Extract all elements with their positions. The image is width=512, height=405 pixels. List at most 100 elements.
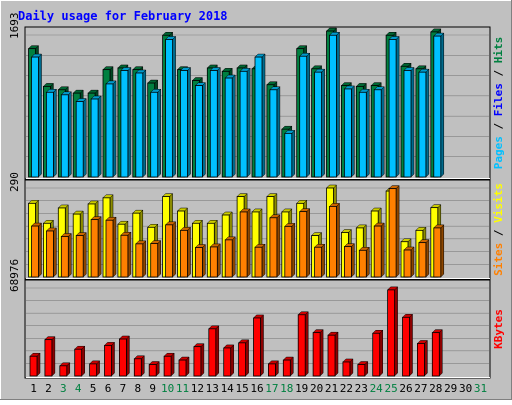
day-label-20: 20 (310, 382, 323, 395)
bar-sites-day-12 (194, 243, 207, 278)
bar-kbytes-day-13 (208, 325, 220, 377)
bar-sites-day-14 (224, 236, 236, 278)
bar-side (68, 232, 72, 278)
bar-side (51, 336, 56, 377)
bar-kbytes-day-10 (163, 352, 175, 377)
day-label-27: 27 (414, 382, 427, 395)
bar-files-day-18 (284, 129, 296, 178)
bar-side (440, 32, 445, 178)
bar-side (395, 185, 400, 278)
bar-files-day-8 (135, 69, 147, 178)
bar-front (299, 55, 308, 178)
bar-side (157, 239, 161, 278)
day-label-25: 25 (384, 382, 397, 395)
bar-files-day-5 (90, 95, 102, 178)
bar-side (334, 331, 339, 377)
panel-kbytes: 68976 KBytes (8, 259, 505, 379)
bar-side (112, 216, 117, 278)
bar-front (75, 101, 84, 178)
day-label-1: 1 (30, 382, 37, 395)
bar-front (431, 332, 440, 377)
bar-sites-day-2 (45, 227, 58, 278)
bar-kbytes-day-27 (416, 339, 429, 377)
bar-files-day-4 (75, 97, 87, 178)
bar-kbytes-day-17 (267, 360, 280, 377)
bar-front (312, 332, 321, 377)
bar-kbytes-day-16 (252, 314, 265, 377)
bar-files-day-28 (433, 32, 445, 178)
day-label-7: 7 (120, 382, 127, 395)
bar-front (358, 249, 367, 278)
bar-kbytes-day-8 (133, 355, 145, 377)
bar-front (387, 289, 396, 377)
bar-front (29, 355, 38, 377)
bar-front (388, 39, 397, 178)
bar-front (133, 358, 142, 377)
axis-label-part: Visits (492, 183, 505, 223)
bar-kbytes-day-7 (118, 335, 131, 377)
panels-layer: 1693 Pages / Files / Hits 290 Sites / Visit… (8, 13, 505, 379)
day-label-8: 8 (134, 382, 141, 395)
bar-side (276, 86, 281, 178)
bar-side (351, 243, 355, 278)
bar-front (135, 243, 144, 278)
day-label-10: 10 (161, 382, 174, 395)
bar-kbytes-day-1 (29, 352, 41, 377)
bar-files-day-6 (105, 80, 117, 178)
bar-side (187, 66, 191, 178)
bar-front (120, 234, 129, 278)
bar-side (142, 240, 147, 278)
bar-kbytes-day-5 (88, 360, 101, 377)
bar-front (402, 316, 410, 377)
bar-side (261, 53, 266, 178)
day-labels: 1 2 3 4 5 6 7 8 9 10 11 12 13 14 15 16 17 18 19 20 21 22 23 24 2… (30, 382, 487, 395)
bar-front (209, 70, 218, 178)
bar-files-day-26 (403, 66, 415, 178)
bar-front (59, 365, 68, 377)
bar-front (269, 217, 278, 278)
bar-front (90, 98, 99, 178)
bar-side (246, 208, 251, 278)
bar-side (336, 202, 340, 278)
bar-sites-day-19 (299, 208, 311, 278)
day-label-22: 22 (340, 382, 353, 395)
bar-front (418, 71, 427, 178)
bar-front (150, 243, 159, 278)
bar-side (202, 243, 206, 278)
bar-files-day-23 (358, 88, 370, 178)
bar-front (163, 355, 172, 377)
day-label-16: 16 (250, 382, 263, 395)
bar-kbytes-day-26 (401, 313, 414, 377)
bar-side (141, 355, 145, 377)
bar-kbytes-day-25 (386, 286, 399, 377)
bar-side (53, 88, 57, 178)
bar-side (304, 311, 309, 377)
bar-side (200, 343, 205, 377)
bar-kbytes-day-22 (342, 358, 354, 377)
axis-label-part: / (492, 116, 505, 136)
bar-kbytes-day-21 (327, 331, 339, 377)
bar-sites-day-21 (328, 202, 341, 278)
bar-front (297, 314, 306, 377)
axis-label-hits-files-pages: Pages / Files / Hits (492, 37, 505, 170)
bar-front (314, 71, 323, 178)
bar-sites-day-15 (239, 208, 251, 278)
bar-side (380, 222, 385, 278)
bar-front (224, 239, 233, 278)
day-label-15: 15 (235, 382, 248, 395)
bar-files-day-19 (299, 52, 311, 178)
bar-sites-day-22 (343, 243, 356, 278)
bar-sites-day-6 (105, 216, 117, 278)
bar-sites-day-26 (403, 246, 415, 278)
panel-visits-sites: 290 Sites / Visits (8, 172, 505, 280)
bar-front (105, 219, 114, 278)
bar-front (44, 339, 53, 377)
bar-kbytes-day-2 (44, 336, 56, 377)
bar-front (329, 34, 337, 178)
bar-kbytes-day-9 (148, 360, 160, 377)
bar-sites-day-9 (150, 239, 162, 278)
bar-front (403, 70, 412, 178)
bar-front (180, 229, 188, 278)
